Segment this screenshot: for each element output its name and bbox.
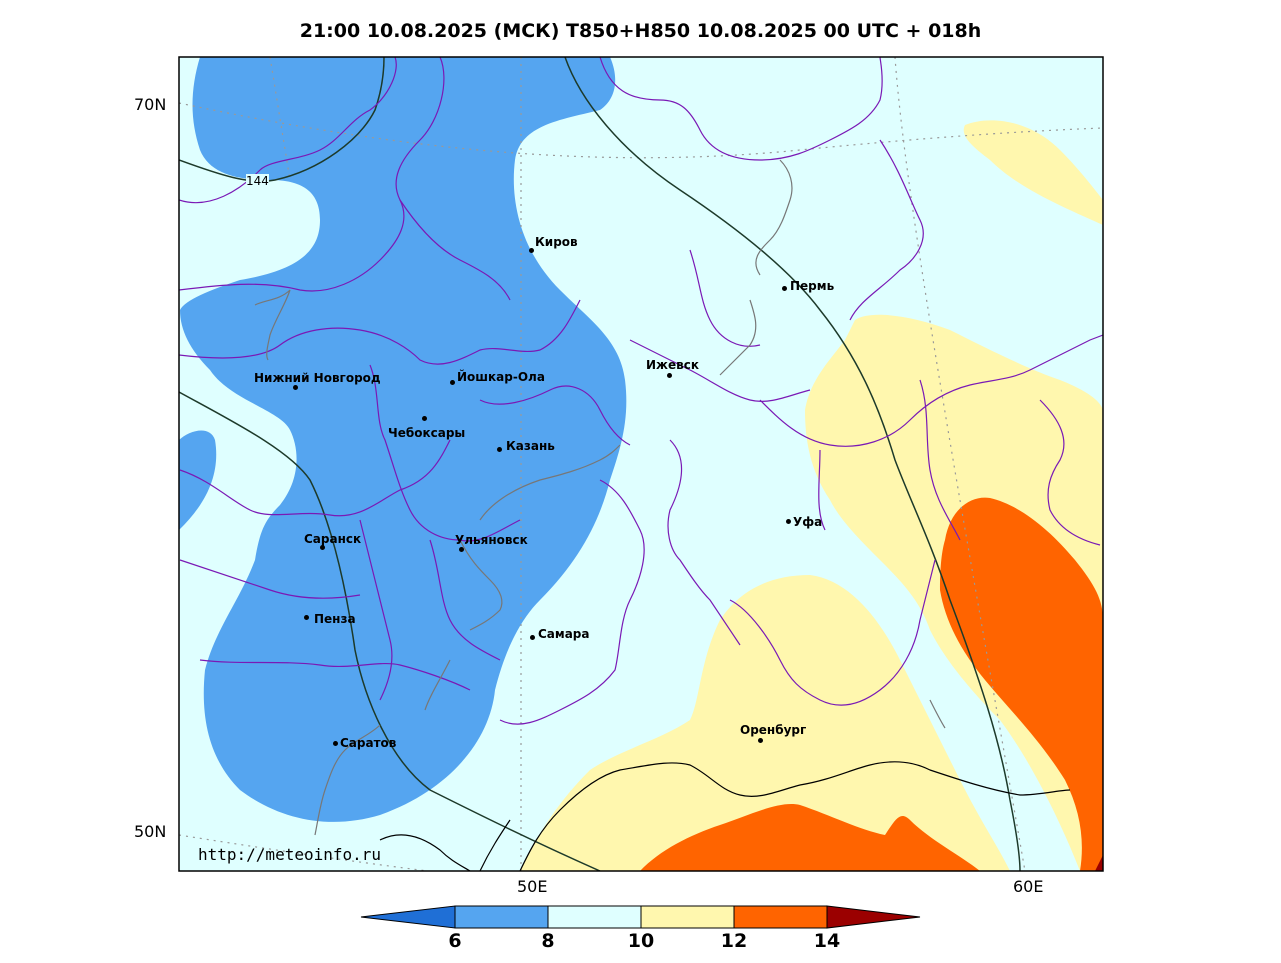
city-dot <box>497 447 502 452</box>
temp-zone-10-12-north <box>963 120 1103 225</box>
temp-zone-12-14-south <box>640 804 980 871</box>
city-label-izhevsk: Ижевск <box>646 358 699 372</box>
graticule <box>179 57 1103 871</box>
colorbar-segment-10-12 <box>640 905 735 929</box>
colorbar-segment-12-14 <box>733 905 828 929</box>
city-label-cheboksary: Чебоксары <box>388 426 466 440</box>
national-border <box>379 761 1071 871</box>
city-label-saransk: Саранск <box>304 532 362 546</box>
city-dot <box>530 635 535 640</box>
colorbar-segment-6-8 <box>454 905 549 929</box>
city-dot <box>333 741 338 746</box>
city-dot <box>529 248 534 253</box>
city-dot <box>450 380 455 385</box>
city-dot <box>422 416 427 421</box>
city-label-nizhny-novgorod: Нижний Новгород <box>254 371 381 385</box>
lon-label-60e: 60E <box>1013 877 1044 896</box>
lon-label-50e: 50E <box>517 877 548 896</box>
temp-zone-6-8 <box>180 57 627 822</box>
colorbar-segment-above-14 <box>826 905 921 929</box>
city-dot <box>782 286 787 291</box>
city-dot <box>459 547 464 552</box>
contour-label: 144 <box>246 174 269 188</box>
colorbar-tick-6: 6 <box>448 930 462 952</box>
city-label-ulyanovsk: Ульяновск <box>455 533 528 547</box>
city-label-perm: Пермь <box>790 279 835 293</box>
colorbar-segment-8-10 <box>547 905 642 929</box>
city-label-samara: Самара <box>538 627 590 641</box>
city-dot <box>667 373 672 378</box>
city-label-ufa: Уфа <box>793 515 823 529</box>
source-url: http://meteoinfo.ru <box>198 845 382 864</box>
colorbar-segment-below-6 <box>360 905 456 929</box>
lat-label-50n: 50N <box>134 822 167 841</box>
city-dot <box>320 545 325 550</box>
city-label-kazan: Казань <box>506 439 555 453</box>
colorbar-tick-8: 8 <box>541 930 555 952</box>
region-borders <box>179 57 1103 725</box>
city-label-penza: Пенза <box>314 612 356 626</box>
temp-zone-10-12-south <box>520 575 1010 871</box>
colorbar-tick-14: 14 <box>813 930 841 952</box>
map-title: 21:00 10.08.2025 (МСК) T850+H850 10.08.2… <box>299 20 982 42</box>
city-dot <box>293 385 298 390</box>
city-label-yoshkar-ola: Йошкар-Ола <box>457 370 545 384</box>
city-dot <box>758 738 763 743</box>
rivers <box>254 159 946 836</box>
city-label-orenburg: Оренбург <box>740 723 807 737</box>
colorbar <box>360 905 921 929</box>
height-contours <box>179 57 1021 871</box>
map-frame <box>178 56 1104 872</box>
city-label-saratov: Саратов <box>340 736 397 750</box>
lat-label-70n: 70N <box>134 95 167 114</box>
city-dot <box>786 519 791 524</box>
colorbar-tick-10: 10 <box>627 930 655 952</box>
temp-zone-12-14-east <box>940 497 1103 871</box>
city-dot <box>304 615 309 620</box>
colorbar-tick-12: 12 <box>720 930 748 952</box>
city-label-kirov: Киров <box>535 235 578 249</box>
